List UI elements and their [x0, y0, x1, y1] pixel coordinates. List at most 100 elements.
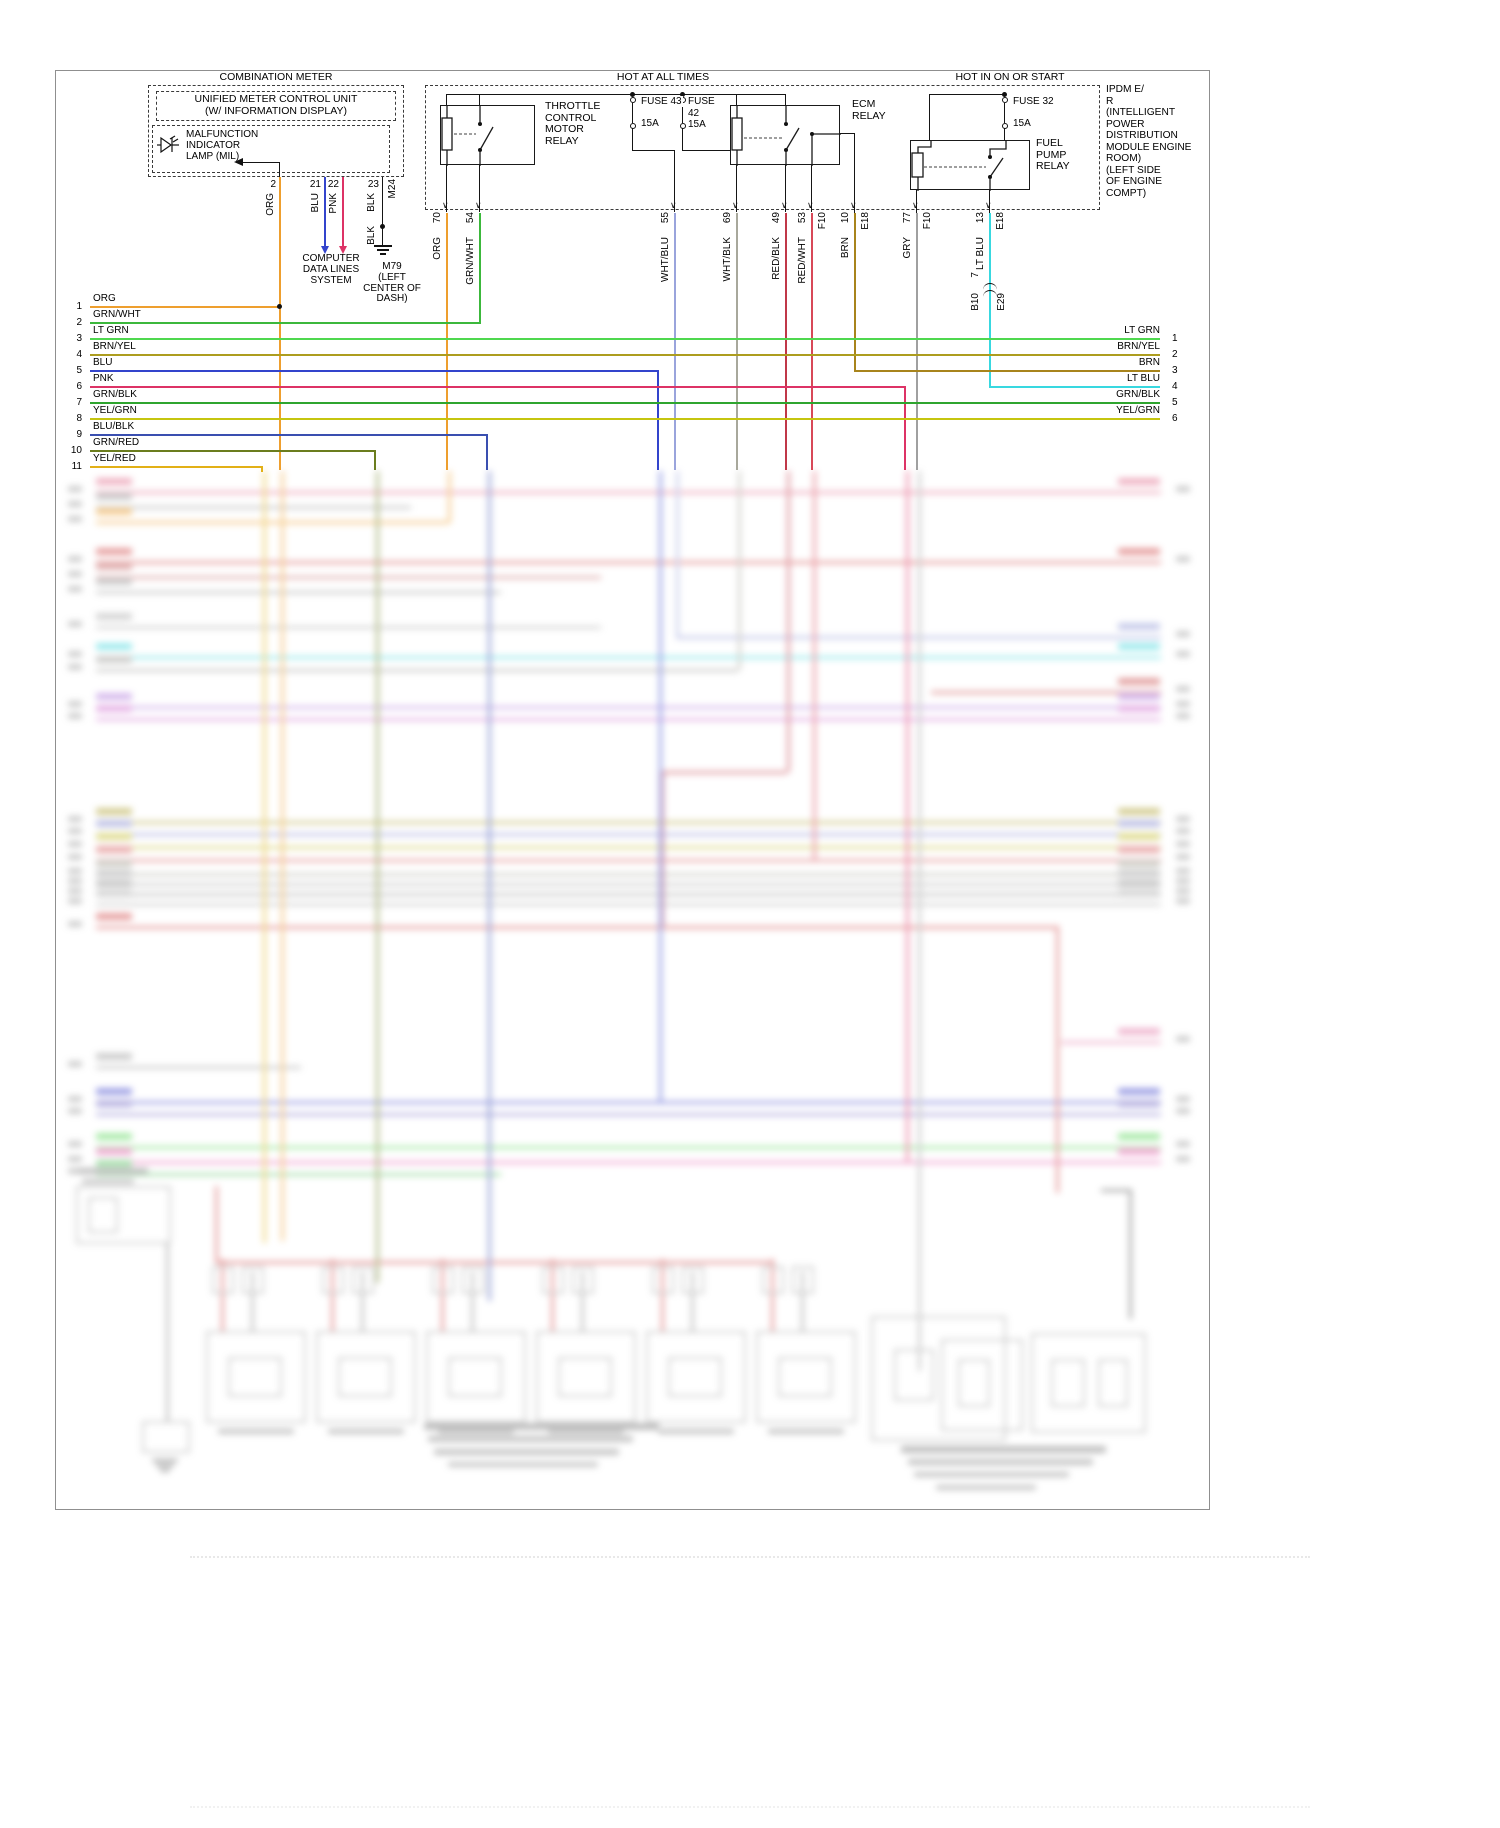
pin-number: 53	[797, 212, 808, 224]
blur-artifact	[1118, 820, 1160, 827]
left-wire-number: 3	[76, 333, 82, 344]
right-wire-number: 2	[1172, 349, 1178, 360]
blur-artifact	[96, 1100, 132, 1107]
blur-artifact	[96, 1066, 301, 1069]
blur-artifact	[1176, 898, 1190, 904]
ecm-relay-label: ECM RELAY	[852, 98, 886, 122]
blur-artifact	[768, 1429, 844, 1434]
blur-artifact	[96, 1160, 132, 1167]
blur-artifact	[68, 1061, 82, 1067]
blur-artifact	[1118, 1148, 1160, 1155]
blur-artifact	[914, 1472, 1069, 1477]
blur-artifact	[1118, 643, 1160, 650]
blur-artifact	[1118, 678, 1160, 685]
throttle-relay-label: THROTTLE CONTROL MOTOR RELAY	[545, 100, 601, 147]
blur-artifact	[762, 1266, 784, 1294]
blur-artifact	[68, 664, 82, 670]
blur-artifact	[96, 883, 1161, 886]
inline-connector-pin: 7	[970, 272, 981, 278]
blur-artifact	[1176, 631, 1190, 637]
blur-artifact	[68, 878, 82, 884]
wire-name-label: ORG	[432, 237, 443, 260]
left-wire-label: LT GRN	[92, 325, 130, 336]
blur-artifact	[263, 471, 266, 1243]
blur-artifact	[738, 471, 741, 670]
blur-artifact	[96, 706, 1161, 709]
blurred-section	[56, 471, 1209, 1509]
blur-artifact	[438, 1429, 514, 1434]
blur-artifact	[96, 578, 132, 585]
blur-artifact	[68, 713, 82, 719]
ground-icon	[377, 249, 389, 251]
left-wire-number: 4	[76, 349, 82, 360]
inline-connector-icon	[983, 290, 997, 297]
ipdm-title: IPDM E/ R (INTELLIGENT POWER DISTRIBUTIO…	[1106, 84, 1192, 199]
pin-number: 23	[367, 179, 379, 190]
blur-artifact	[96, 833, 1161, 836]
blur-artifact	[68, 888, 82, 894]
wire-segment	[840, 133, 855, 135]
wire-whtblk-69	[736, 213, 739, 470]
fuse-terminal	[680, 123, 686, 129]
wire-segment	[854, 133, 856, 213]
blur-artifact	[96, 890, 132, 897]
mil-box	[152, 125, 390, 173]
connector-ref: E18	[995, 212, 1006, 230]
fuse-32-rating: 15A	[1012, 118, 1032, 129]
inline-connector-icon	[983, 283, 997, 290]
blur-artifact	[958, 1359, 990, 1407]
fuel-pump-relay-label: FUEL PUMP RELAY	[1036, 137, 1070, 172]
blur-artifact	[1118, 870, 1160, 877]
fuse-42-body	[682, 103, 684, 123]
connector-arrow: ∨	[912, 200, 919, 210]
blur-artifact	[756, 1331, 856, 1423]
ground-icon	[374, 245, 392, 247]
blur-artifact	[1176, 1036, 1190, 1042]
blur-artifact	[78, 1168, 148, 1174]
left-wire-label: GRN/WHT	[92, 309, 142, 320]
right-wire-number: 6	[1172, 413, 1178, 424]
data-line-arrow	[339, 246, 347, 254]
blur-artifact	[338, 1357, 392, 1397]
blur-artifact	[142, 1421, 190, 1453]
wire-row-2	[90, 322, 480, 325]
blur-artifact	[361, 1271, 364, 1333]
blur-artifact	[792, 1266, 814, 1294]
blur-artifact	[96, 1101, 1161, 1104]
blur-artifact	[242, 1266, 264, 1294]
blur-artifact	[1101, 1189, 1129, 1192]
blur-artifact	[1118, 880, 1160, 887]
blur-artifact	[82, 1179, 134, 1184]
mil-led-icon	[157, 135, 179, 154]
left-wire-label: BLU/BLK	[92, 421, 136, 432]
blur-artifact	[96, 903, 1161, 906]
blur-artifact	[96, 576, 601, 579]
blur-artifact	[96, 493, 132, 500]
blur-artifact	[668, 1357, 722, 1397]
blur-artifact	[68, 854, 82, 860]
blur-artifact	[542, 1266, 564, 1294]
blur-artifact	[96, 656, 132, 663]
wire-segment	[785, 95, 787, 105]
relay-symbol	[731, 106, 841, 166]
pin-number: 49	[771, 212, 782, 224]
blur-artifact	[1176, 816, 1190, 822]
blur-artifact	[96, 1113, 1161, 1116]
wire-name-label: WHT/BLK	[722, 237, 733, 282]
blur-artifact	[68, 828, 82, 834]
mil-arrow-line	[243, 162, 280, 164]
power-bus-hot-at-all-times	[446, 94, 786, 96]
blur-artifact	[448, 1462, 598, 1467]
left-wire-label: BRN/YEL	[92, 341, 137, 352]
blur-artifact	[206, 1331, 306, 1423]
computer-data-lines-label: COMPUTER DATA LINES SYSTEM	[302, 253, 360, 286]
wire-segment	[785, 165, 787, 212]
blur-artifact	[331, 1259, 334, 1333]
wire-segment	[632, 150, 675, 152]
blur-artifact	[96, 561, 1161, 564]
wire-name-label: BLK	[366, 193, 377, 212]
blur-artifact	[1176, 713, 1190, 719]
right-wire-label: YEL/GRN	[1090, 405, 1160, 416]
fuse-terminal	[630, 97, 636, 103]
blur-artifact	[646, 1331, 746, 1423]
